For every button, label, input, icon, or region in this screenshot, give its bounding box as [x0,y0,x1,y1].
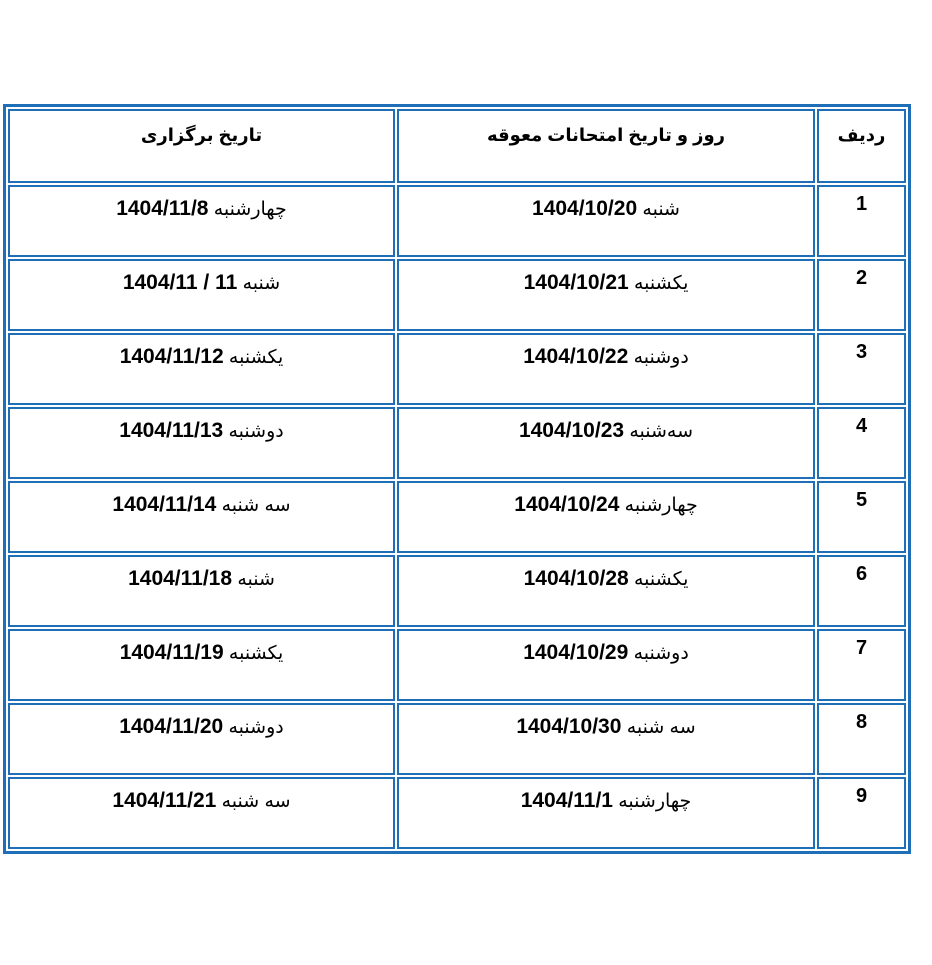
new-day: شنبه [242,272,281,294]
row-number: 4 [817,406,906,479]
original-day: سه شنبه [626,716,696,738]
new-date-cell: شنبه 1404/11/18 [8,554,395,627]
new-date: 1404/11/21 [112,788,217,812]
table-row: 5 چهارشنبه 1404/10/24 سه شنبه 1404/11/14 [8,480,906,553]
original-date-cell: یکشنبه 1404/10/28 [397,554,815,627]
original-day: یکشنبه [634,272,689,294]
table-row: 2 یکشنبه 1404/10/21 شنبه 1404/11 / 11 [8,258,906,331]
original-day: دوشنبه [633,346,689,368]
original-date: 1404/10/28 [523,566,629,590]
new-date-cell: یکشنبه 1404/11/12 [8,332,395,405]
new-day: سه شنبه [221,494,291,516]
new-date: 1404/11/8 [116,196,209,220]
row-number: 3 [817,332,906,405]
table-row: 7 دوشنبه 1404/10/29 یکشنبه 1404/11/19 [8,628,906,701]
new-day: یکشنبه [228,642,284,664]
header-new-date: تاریخ برگزاری [8,109,395,183]
new-day: یکشنبه [228,346,284,368]
original-date-cell: سه‌شنبه 1404/10/23 [397,406,815,479]
new-date-cell: یکشنبه 1404/11/19 [8,628,395,701]
table-row: 8 سه شنبه 1404/10/30 دوشنبه 1404/11/20 [8,702,906,775]
new-date: 1404/11/13 [119,418,224,442]
new-date-cell: دوشنبه 1404/11/20 [8,702,395,775]
original-date-cell: چهارشنبه 1404/11/1 [397,776,815,849]
original-date: 1404/10/30 [516,714,622,738]
header-row: ردیف روز و تاریخ امتحانات معوقه تاریخ بر… [8,109,906,183]
new-date: 1404/11/20 [119,714,224,738]
original-date: 1404/10/20 [532,196,638,220]
header-original-date: روز و تاریخ امتحانات معوقه [397,109,815,183]
row-number: 9 [817,776,906,849]
new-day: دوشنبه [228,420,284,442]
new-date: 1404/11/12 [119,344,224,368]
original-date-cell: دوشنبه 1404/10/22 [397,332,815,405]
new-date-cell: سه شنبه 1404/11/14 [8,480,395,553]
table-row: 9 چهارشنبه 1404/11/1 سه شنبه 1404/11/21 [8,776,906,849]
original-date-cell: سه شنبه 1404/10/30 [397,702,815,775]
original-day: چهارشنبه [624,494,698,516]
table-row: 3 دوشنبه 1404/10/22 یکشنبه 1404/11/12 [8,332,906,405]
original-date: 1404/10/22 [523,344,629,368]
new-date: 1404/11 / 11 [122,270,238,294]
row-number: 1 [817,184,906,257]
new-date-cell: چهارشنبه 1404/11/8 [8,184,395,257]
original-date-cell: یکشنبه 1404/10/21 [397,258,815,331]
row-number: 7 [817,628,906,701]
row-number: 6 [817,554,906,627]
row-number: 8 [817,702,906,775]
row-number: 2 [817,258,906,331]
original-date: 1404/10/24 [514,492,620,516]
original-day: یکشنبه [634,568,689,590]
new-date: 1404/11/14 [112,492,217,516]
new-date-cell: سه شنبه 1404/11/21 [8,776,395,849]
new-day: چهارشنبه [213,198,287,220]
new-date-cell: شنبه 1404/11 / 11 [8,258,395,331]
original-date-cell: دوشنبه 1404/10/29 [397,628,815,701]
original-date: 1404/11/1 [520,788,613,812]
exam-schedule-table: ردیف روز و تاریخ امتحانات معوقه تاریخ بر… [3,104,911,854]
original-day: شنبه [642,198,680,220]
original-day: دوشنبه [633,642,689,664]
original-date-cell: چهارشنبه 1404/10/24 [397,480,815,553]
original-date: 1404/10/21 [523,270,629,294]
original-day: چهارشنبه [618,790,692,812]
new-date: 1404/11/18 [128,566,233,590]
table-row: 4 سه‌شنبه 1404/10/23 دوشنبه 1404/11/13 [8,406,906,479]
table-row: 1 شنبه 1404/10/20 چهارشنبه 1404/11/8 [8,184,906,257]
original-date: 1404/10/29 [523,640,629,664]
original-day: سه‌شنبه [629,420,694,442]
original-date-cell: شنبه 1404/10/20 [397,184,815,257]
new-day: شنبه [237,568,275,590]
header-row-number: ردیف [817,109,906,183]
table-row: 6 یکشنبه 1404/10/28 شنبه 1404/11/18 [8,554,906,627]
original-date: 1404/10/23 [518,418,625,442]
new-day: سه شنبه [221,790,291,812]
new-date: 1404/11/19 [119,640,224,664]
row-number: 5 [817,480,906,553]
new-day: دوشنبه [228,716,284,738]
new-date-cell: دوشنبه 1404/11/13 [8,406,395,479]
